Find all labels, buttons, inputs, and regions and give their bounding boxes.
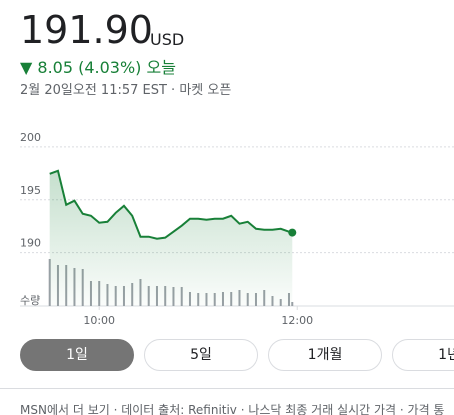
range-tab[interactable]: 1년 xyxy=(392,339,454,371)
timestamp: 2월 20일오전 11:57 EST · 마켓 오픈 xyxy=(20,83,232,98)
period: 오늘 xyxy=(146,58,176,77)
price-area xyxy=(49,170,293,306)
price: 191.90 xyxy=(20,8,153,52)
y-tick-label: 200 xyxy=(20,131,41,144)
y-tick-label: 195 xyxy=(20,184,41,197)
last-point xyxy=(288,228,297,237)
y2-axis-label: 수량 xyxy=(20,294,40,307)
x-tick-label: 10:00 xyxy=(83,314,115,327)
divider xyxy=(0,388,454,389)
change: ▼ 8.05 (4.03%) 오늘 xyxy=(20,54,176,78)
range-tab[interactable]: 1일 xyxy=(20,339,134,371)
change-value: ▼ 8.05 (4.03%) xyxy=(20,58,142,77)
footer: MSN에서 더 보기 · 데이터 출처: Refinitiv · 나스닥 최종 … xyxy=(20,403,445,415)
range-tabs: 1일 5일 1개월 1년 xyxy=(20,339,454,371)
currency: USD xyxy=(150,30,185,49)
range-tab[interactable]: 1개월 xyxy=(268,339,382,371)
range-tab[interactable]: 5일 xyxy=(144,339,258,371)
x-tick-label: 12:00 xyxy=(281,314,313,327)
chart: 190 195 200 수량 10:00 12:00 xyxy=(20,131,454,327)
price-line xyxy=(49,169,293,240)
y-tick-label: 190 xyxy=(20,237,41,250)
